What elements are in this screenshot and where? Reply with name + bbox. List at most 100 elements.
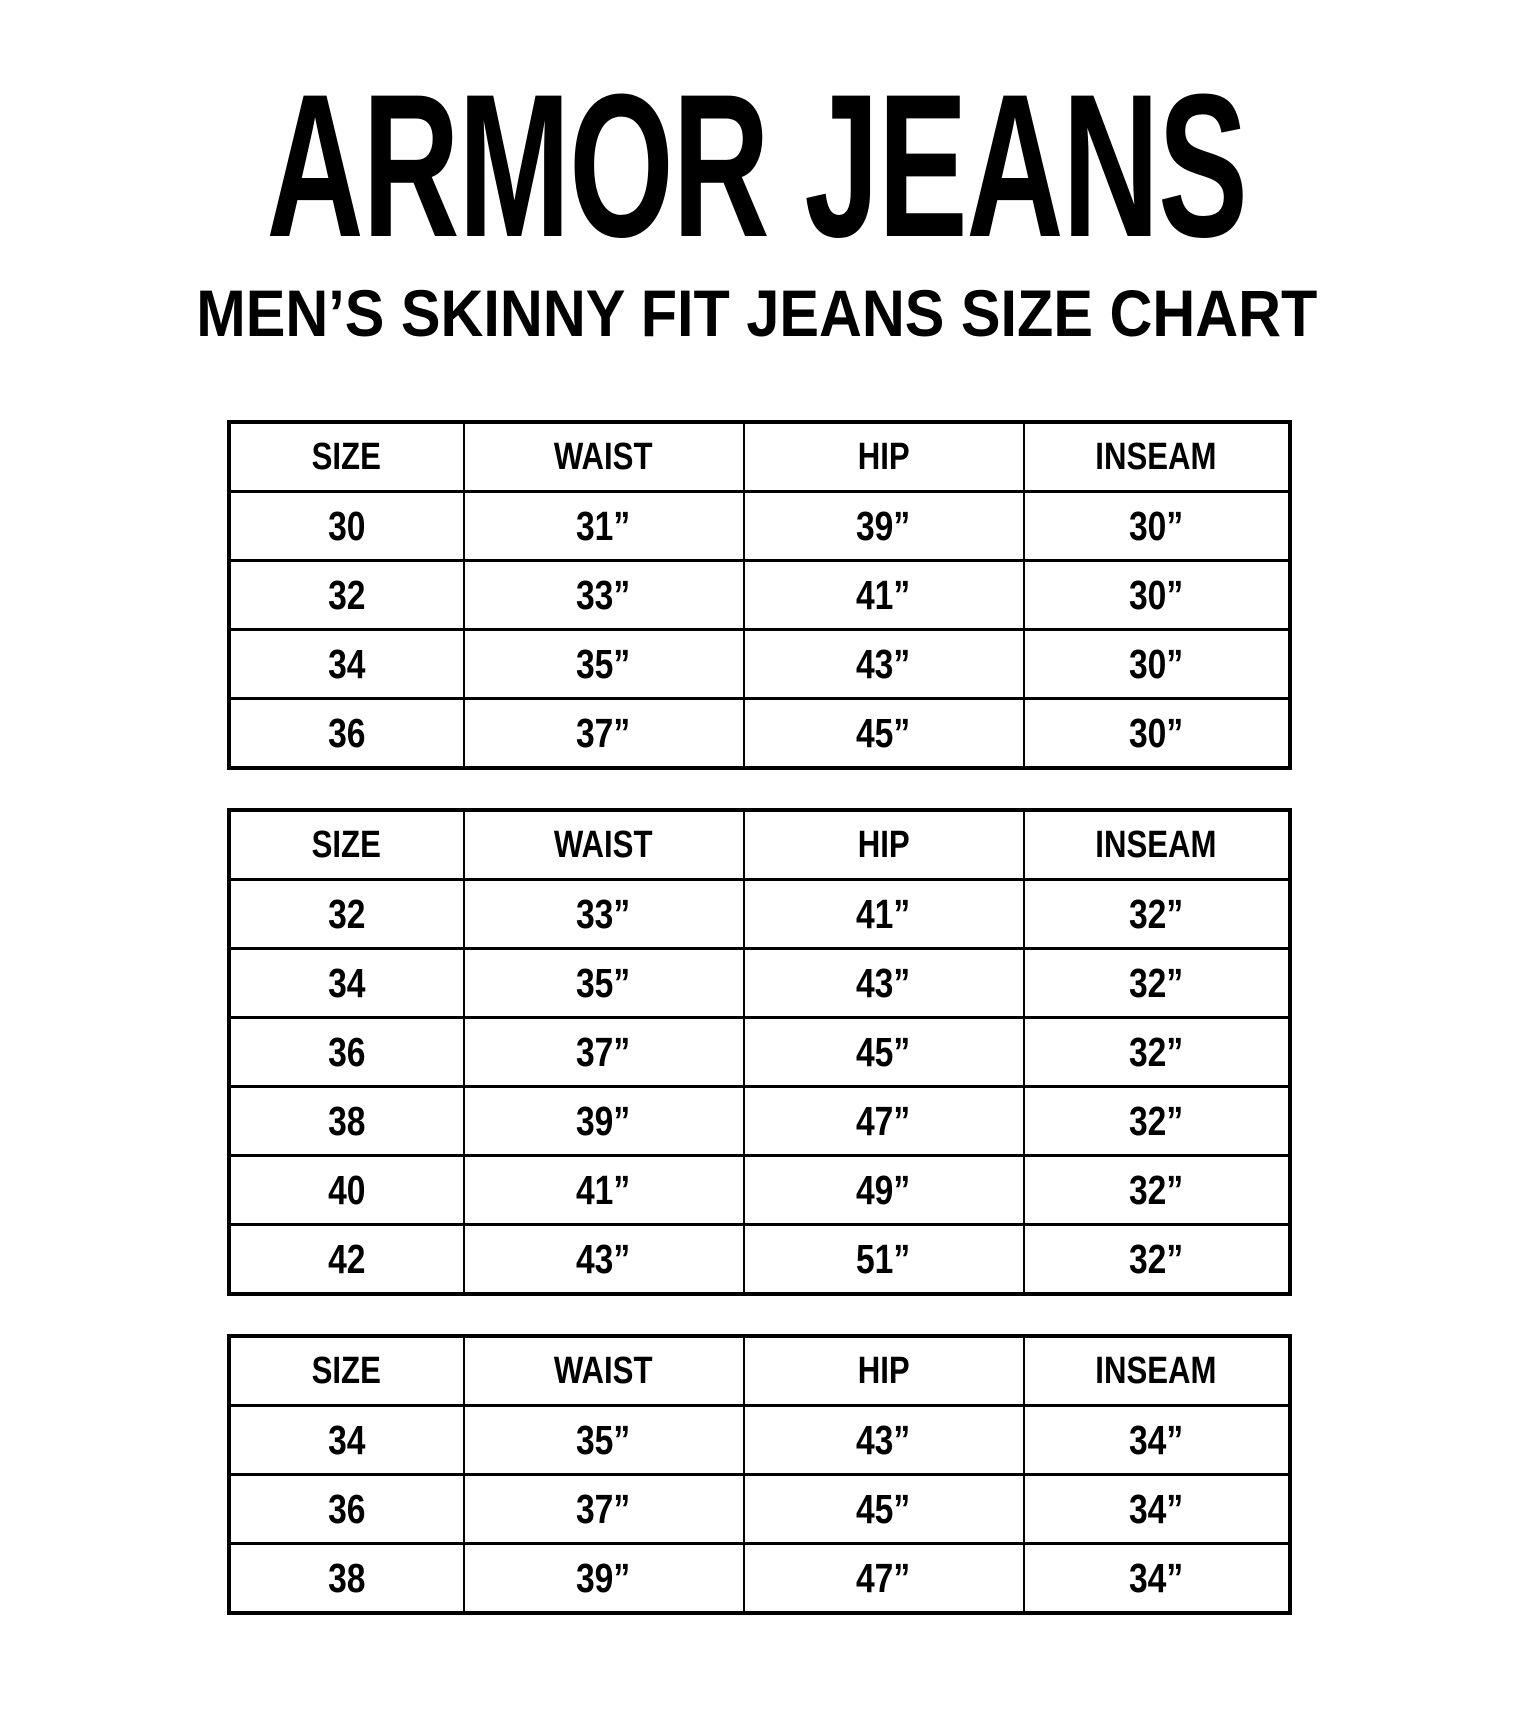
- column-header-size: SIZE: [227, 808, 465, 881]
- table-cell-text: 39”: [576, 1554, 631, 1601]
- table-cell: 34”: [1022, 1473, 1291, 1545]
- table-cell: 32”: [1022, 1154, 1291, 1226]
- size-tables-container: SIZE WAIST HIP INSEAM 30 31” 39” 30” 32 33” 41” 30”…: [226, 420, 1292, 1615]
- table-cell-text: 35”: [576, 959, 631, 1006]
- table-cell-text: 40: [327, 1166, 366, 1213]
- column-header-text: WAIST: [554, 435, 653, 478]
- table-cell-text: 38: [327, 1554, 366, 1601]
- column-header-text: WAIST: [554, 1349, 653, 1392]
- size-table-inseam-30: SIZE WAIST HIP INSEAM 30 31” 39” 30” 32 33” 41” 30”…: [226, 420, 1292, 770]
- table-cell-text: 45”: [856, 1028, 911, 1075]
- table-cell-text: 32”: [1128, 959, 1184, 1006]
- table-cell: 32”: [1022, 1223, 1291, 1296]
- table-row: 34 35” 43” 30”: [227, 628, 1291, 700]
- column-header-size: SIZE: [227, 1334, 465, 1407]
- brand-title: ARMOR JEANS: [14, 64, 1499, 268]
- table-cell-text: 33”: [576, 571, 631, 618]
- header-row: SIZE WAIST HIP INSEAM: [227, 1334, 1291, 1407]
- table-cell-text: 42: [327, 1235, 366, 1282]
- table-cell: 32: [227, 878, 465, 950]
- table-row: 38 39” 47” 32”: [227, 1085, 1291, 1157]
- table-cell: 30”: [1022, 697, 1291, 770]
- table-cell-text: 36: [327, 1485, 366, 1532]
- table-cell-text: 30”: [1128, 502, 1184, 549]
- table-row: 36 37” 45” 34”: [227, 1473, 1291, 1545]
- table-cell-text: 32: [327, 890, 366, 937]
- table-cell: 38: [227, 1542, 465, 1615]
- table-cell-text: 43”: [856, 959, 911, 1006]
- table-cell: 38: [227, 1085, 465, 1157]
- table-cell-text: 41”: [856, 890, 911, 937]
- table-cell: 37”: [462, 1016, 745, 1088]
- table-cell-text: 31”: [576, 502, 631, 549]
- table-cell-text: 33”: [576, 890, 631, 937]
- table-cell: 32”: [1022, 1085, 1291, 1157]
- table-cell-text: 34”: [1128, 1485, 1184, 1532]
- column-header-text: SIZE: [311, 1349, 382, 1392]
- size-table-inseam-32: SIZE WAIST HIP INSEAM 32 33” 41” 32” 34 35” 43” 32”…: [226, 808, 1292, 1296]
- page-subtitle: MEN’S SKINNY FIT JEANS SIZE CHART: [134, 280, 1380, 346]
- table-cell: 43”: [742, 1404, 1025, 1476]
- table-cell: 32”: [1022, 1016, 1291, 1088]
- table-cell: 43”: [742, 947, 1025, 1019]
- table-cell: 32: [227, 559, 465, 631]
- table-cell-text: 35”: [576, 1416, 631, 1463]
- table-cell-text: 45”: [856, 1485, 911, 1532]
- table-cell: 31”: [462, 490, 745, 562]
- table-cell-text: 32”: [1128, 1028, 1184, 1075]
- table-cell-text: 30”: [1128, 709, 1184, 756]
- table-cell: 42: [227, 1223, 465, 1296]
- table-cell-text: 47”: [856, 1097, 911, 1144]
- table-cell-text: 35”: [576, 640, 631, 687]
- table-cell-text: 37”: [576, 1485, 631, 1532]
- table-cell: 35”: [462, 1404, 745, 1476]
- table-cell: 30: [227, 490, 465, 562]
- table-cell: 34: [227, 947, 465, 1019]
- table-cell: 36: [227, 1473, 465, 1545]
- table-cell-text: 30”: [1128, 640, 1184, 687]
- table-cell: 41”: [742, 559, 1025, 631]
- table-cell-text: 34: [327, 640, 366, 687]
- table-cell-text: 39”: [576, 1097, 631, 1144]
- table-cell-text: 43”: [856, 640, 911, 687]
- table-row: 36 37” 45” 30”: [227, 697, 1291, 770]
- column-header-text: HIP: [857, 823, 910, 866]
- table-cell-text: 43”: [856, 1416, 911, 1463]
- column-header-hip: HIP: [742, 420, 1025, 493]
- brand-title-row: ARMOR JEANS: [0, 64, 1514, 268]
- table-cell: 36: [227, 1016, 465, 1088]
- page-subtitle-text: MEN’S SKINNY FIT JEANS SIZE CHART: [196, 276, 1318, 350]
- table-cell: 51”: [742, 1223, 1025, 1296]
- table-cell: 30”: [1022, 628, 1291, 700]
- column-header-text: INSEAM: [1095, 1349, 1217, 1392]
- table-cell-text: 37”: [576, 1028, 631, 1075]
- table-cell-text: 34”: [1128, 1416, 1184, 1463]
- table-cell: 39”: [462, 1085, 745, 1157]
- table-cell-text: 32”: [1128, 1166, 1184, 1213]
- table-cell-text: 34: [327, 959, 366, 1006]
- table-row: 40 41” 49” 32”: [227, 1154, 1291, 1226]
- table-cell-text: 30”: [1128, 571, 1184, 618]
- table-cell-text: 39”: [856, 502, 911, 549]
- table-cell: 33”: [462, 878, 745, 950]
- table-cell: 39”: [742, 490, 1025, 562]
- column-header-text: HIP: [857, 1349, 910, 1392]
- column-header-waist: WAIST: [462, 420, 745, 493]
- table-cell-text: 32: [327, 571, 366, 618]
- table-row: 42 43” 51” 32”: [227, 1223, 1291, 1296]
- column-header-inseam: INSEAM: [1022, 808, 1291, 881]
- brand-title-text: ARMOR JEANS: [266, 52, 1248, 280]
- table-row: 30 31” 39” 30”: [227, 490, 1291, 562]
- column-header-inseam: INSEAM: [1022, 1334, 1291, 1407]
- table-cell-text: 32”: [1128, 1235, 1184, 1282]
- table-cell: 36: [227, 697, 465, 770]
- table-cell-text: 51”: [856, 1235, 911, 1282]
- table-cell-text: 47”: [856, 1554, 911, 1601]
- table-cell: 43”: [742, 628, 1025, 700]
- table-cell-text: 41”: [856, 571, 911, 618]
- header-row: SIZE WAIST HIP INSEAM: [227, 808, 1291, 881]
- table-cell-text: 32”: [1128, 890, 1184, 937]
- table-cell: 33”: [462, 559, 745, 631]
- table-cell-text: 30: [327, 502, 366, 549]
- table-cell: 30”: [1022, 490, 1291, 562]
